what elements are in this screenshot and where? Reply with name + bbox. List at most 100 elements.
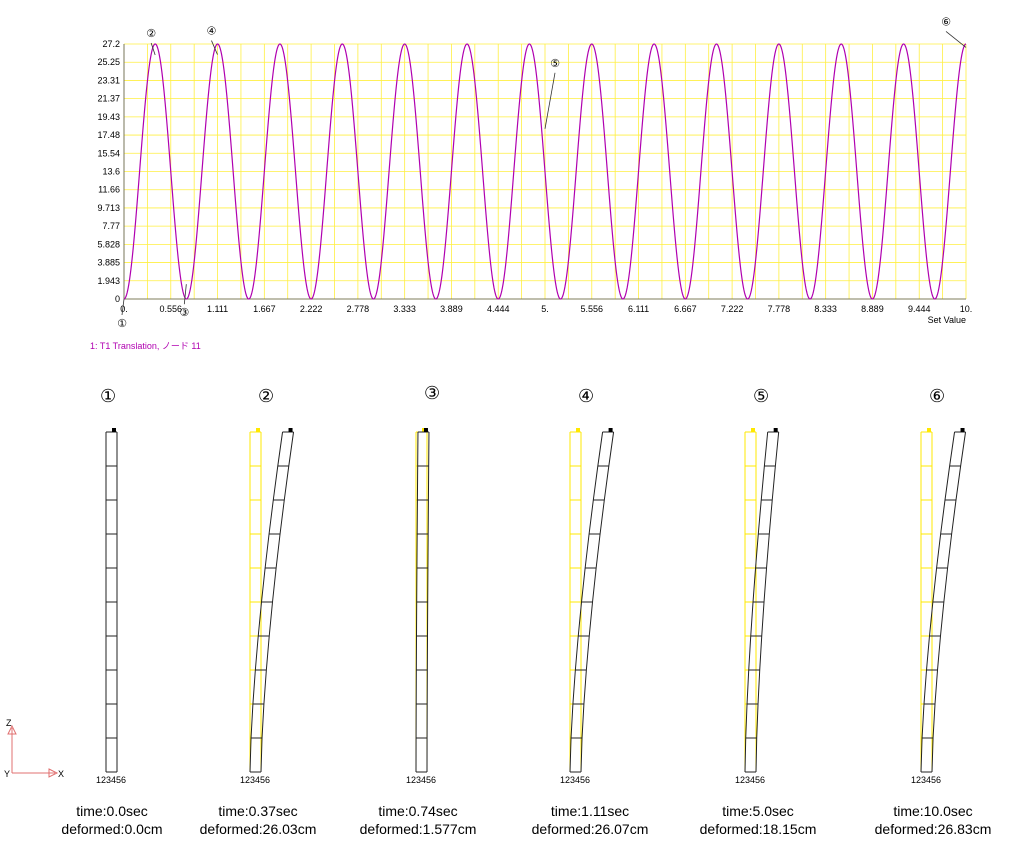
x-tick-label: 9.444 [908, 304, 931, 314]
deformed-column [920, 428, 967, 773]
node-label: 123456 [560, 775, 590, 785]
undeformed-ghost [920, 428, 933, 773]
deformed-column [105, 428, 118, 773]
x-tick-label: 5. [541, 304, 549, 314]
deformed-frame: 123456 [560, 428, 615, 785]
panel-time: time:0.0sec [76, 803, 148, 819]
panel-caption: time:10.0sec deformed:26.83cm [848, 802, 1018, 838]
panel-number: ② [258, 386, 275, 407]
x-tick-label: 0.556 [160, 304, 183, 314]
x-tick-label: 3.889 [440, 304, 463, 314]
x-tick-label: 1.111 [207, 304, 228, 314]
deformed-frame: 123456 [96, 428, 126, 785]
panel-number: ④ [578, 386, 595, 407]
y-tick-label: 0 [115, 294, 120, 304]
y-tick-label: 13.6 [102, 167, 120, 177]
deformed-frame: 123456 [240, 428, 295, 785]
panel-time: time:1.11sec [550, 803, 630, 819]
x-tick-label: 8.333 [814, 304, 837, 314]
y-tick-label: 11.66 [98, 185, 120, 195]
node-label: 123456 [406, 775, 436, 785]
y-tick-label: 25.25 [97, 57, 120, 67]
chart-marker: ② [146, 27, 156, 56]
x-tick-label: 0. [120, 304, 128, 314]
panel-number: ⑥ [929, 386, 946, 407]
x-tick-label: 2.778 [347, 304, 370, 314]
node-label: 123456 [240, 775, 270, 785]
x-tick-label: 8.889 [861, 304, 884, 314]
chart-marker: ⑥ [941, 15, 967, 48]
panel-caption: time:0.74sec deformed:1.577cm [333, 802, 503, 838]
chart-marker: ⑤ [544, 57, 560, 129]
panel-deformed: deformed:26.07cm [531, 821, 649, 837]
deformed-column [415, 428, 430, 773]
deformed-frame: 123456 [406, 428, 436, 785]
x-tick-label: 6.667 [674, 304, 697, 314]
y-tick-label: 1.943 [97, 276, 120, 286]
x-tick-label: 5.556 [581, 304, 604, 314]
x-tick-labels: 0. 0.556 1.111 1.667 2.222 2.778 3.333 3.889 4.4… [120, 304, 972, 314]
y-tick-label: 7.77 [102, 221, 120, 231]
chart-markers: ① ② ③ ④ ⑤ ⑥ [117, 15, 967, 330]
panel-caption: time:1.11sec deformed:26.07cm [505, 802, 675, 838]
node-label: 123456 [96, 775, 126, 785]
chart-marker: ① [117, 298, 127, 330]
axes-triad-icon: Z Y X [4, 718, 64, 779]
y-tick-label: 9.713 [97, 203, 120, 213]
x-tick-label: 6.111 [628, 304, 649, 314]
legend-entry: 1: T1 Translation, ノード 11 [90, 341, 201, 351]
panel-caption: time:5.0sec deformed:18.15cm [673, 802, 843, 838]
series-line-t1-translation [123, 43, 967, 300]
chart-marker-label: ⑤ [550, 57, 560, 70]
x-tick-label: 2.222 [300, 304, 323, 314]
x-tick-label: 7.778 [768, 304, 791, 314]
panel-deformed: deformed:0.0cm [61, 821, 163, 837]
x-tick-label: 1.667 [253, 304, 276, 314]
y-tick-label: 19.43 [97, 112, 120, 122]
panel-time: time:0.37sec [218, 803, 298, 819]
panel-caption: time:0.0sec deformed:0.0cm [27, 802, 197, 838]
deformed-column [569, 428, 615, 773]
deformed-column [249, 428, 295, 773]
y-tick-label: 21.37 [97, 94, 120, 104]
deformed-column [744, 428, 780, 773]
y-tick-label: 5.828 [97, 239, 120, 249]
deformed-frame: 123456 [911, 428, 967, 785]
panel-time: time:10.0sec [893, 803, 973, 819]
chart-marker-label: ④ [207, 25, 217, 38]
chart-marker-label: ⑥ [941, 15, 951, 28]
deformed-frame: 123456 [735, 428, 780, 785]
panel-caption: time:0.37sec deformed:26.03cm [173, 802, 343, 838]
chart-marker: ④ [207, 25, 218, 55]
x-tick-label: 7.222 [721, 304, 744, 314]
y-tick-label: 17.48 [97, 130, 120, 140]
x-axis-label: Set Value [928, 315, 966, 325]
panel-time: time:0.74sec [378, 803, 458, 819]
panel-number: ⑤ [753, 386, 770, 407]
x-tick-label: 10. [960, 304, 973, 314]
panel-deformed: deformed:1.577cm [359, 821, 477, 837]
y-tick-label: 3.885 [97, 258, 120, 268]
chart-marker: ③ [179, 284, 189, 319]
y-tick-label: 15.54 [97, 148, 120, 158]
chart-marker-label: ① [117, 317, 127, 330]
axis-y-label: Y [4, 769, 10, 779]
axis-x-label: X [58, 769, 64, 779]
y-tick-labels: 0 1.943 3.885 5.828 7.77 9.713 11.66 13.6 15.54 1… [97, 39, 120, 304]
panel-deformed: deformed:18.15cm [699, 821, 817, 837]
chart-marker-label: ③ [179, 306, 189, 319]
x-tick-label: 4.444 [487, 304, 510, 314]
panel-deformed: deformed:26.03cm [199, 821, 317, 837]
y-tick-label: 27.2 [102, 39, 120, 49]
chart-marker-label: ② [146, 27, 156, 40]
node-label: 123456 [735, 775, 765, 785]
panel-number: ① [100, 386, 117, 407]
y-tick-label: 23.31 [97, 75, 120, 85]
line-chart: 0 1.943 3.885 5.828 7.77 9.713 11.66 13.6 15.54 1… [97, 15, 972, 330]
node-label: 123456 [911, 775, 941, 785]
panel-number: ③ [424, 383, 441, 404]
axis-z-label: Z [6, 718, 12, 728]
panel-time: time:5.0sec [722, 803, 794, 819]
x-tick-label: 3.333 [393, 304, 416, 314]
